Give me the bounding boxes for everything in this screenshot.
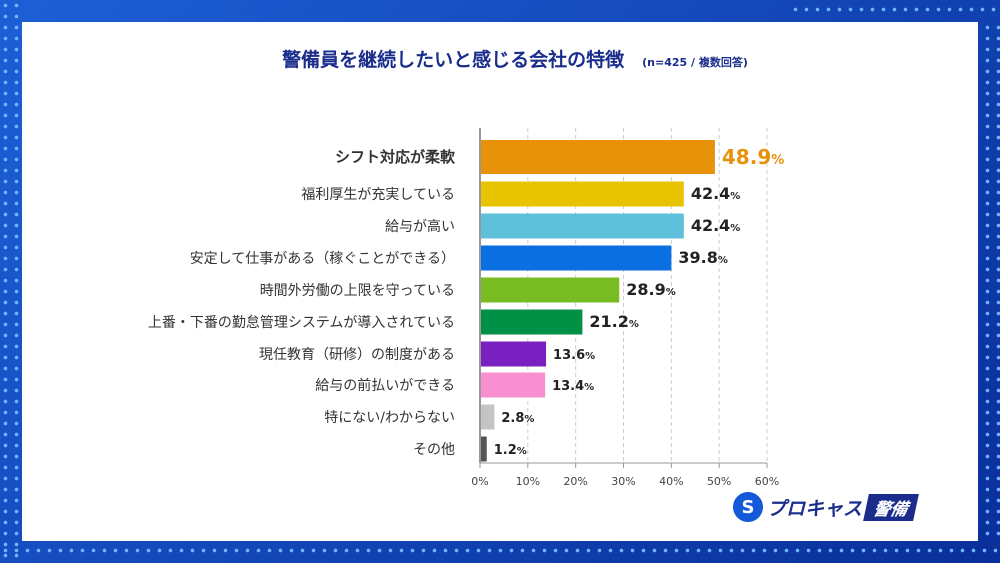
category-label: 給与が高い [385,218,455,235]
tick-label: 30% [611,475,635,488]
logo-icon: S [733,492,763,522]
category-label: 安定して仕事がある（稼ぐことができる） [190,251,455,267]
chart-subtitle: (n=425 / 複数回答) [642,56,748,69]
data-label: 2.8% [501,411,534,426]
bar [481,277,620,303]
chart-title: 警備員を継続したいと感じる会社の特徴 [282,49,625,71]
category-label: 上番・下番の勤怠管理システムが導入されている [148,315,455,331]
data-label: 21.2% [589,312,639,331]
tick-label: 0% [471,475,488,488]
tick-label: 10% [516,475,540,488]
tick-label: 20% [563,475,587,488]
category-label: 現任教育（研修）の制度がある [259,347,455,363]
category-label: 時間外労働の上限を守っている [260,283,455,299]
bar [481,404,495,430]
category-label: その他 [413,442,455,458]
background-dots [0,0,22,563]
data-label: 13.6% [553,348,595,363]
bar [481,309,583,335]
data-label: 42.4% [691,184,741,203]
category-label: シフト対応が柔軟 [335,148,456,166]
background-dots [0,545,1000,559]
category-label: 給与の前払いができる [315,377,455,394]
data-label: 39.8% [678,248,728,267]
tick-label: 40% [659,475,683,488]
data-label: 48.9% [722,145,784,169]
bar [481,245,672,271]
logo-tag: 警備 [863,493,919,521]
background-dots [790,4,1000,18]
bar [481,372,546,398]
data-label: 28.9% [626,280,676,299]
tick-label: 50% [707,475,731,488]
logo-text: プロキャス [767,497,863,520]
data-label: 42.4% [691,216,741,235]
bar [481,436,487,462]
logo: S プロキャス 警備 [733,492,919,522]
bar [481,140,715,174]
bar [481,341,547,367]
bar [481,181,684,207]
tick-label: 60% [755,475,779,488]
data-label: 1.2% [494,443,527,458]
category-label: 特にない/わからない [324,410,455,426]
category-label: 福利厚生が充実している [301,187,455,203]
chart-title-row: 警備員を継続したいと感じる会社の特徴 (n=425 / 複数回答) [0,45,1000,72]
background-dots [982,22,1000,542]
bar [481,213,684,239]
data-label: 13.4% [552,379,594,394]
